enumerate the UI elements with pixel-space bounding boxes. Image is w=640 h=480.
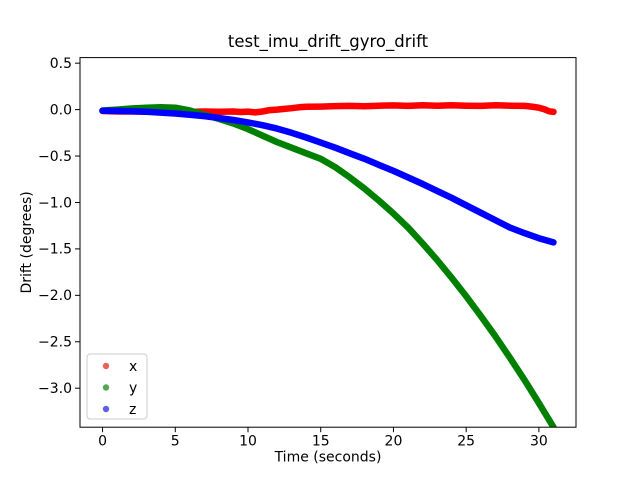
- y-axis-label: Drift (degrees): [19, 191, 35, 293]
- x-axis-label: Time (seconds): [274, 450, 382, 466]
- chart-title: test_imu_drift_gyro_drift: [228, 32, 429, 52]
- series-z-curve: [99, 107, 557, 246]
- x-tick-label: 15: [312, 434, 330, 450]
- x-tick-label: 5: [171, 434, 180, 450]
- y-tick-label: −0.5: [38, 149, 72, 165]
- x-tick-label: 10: [239, 434, 257, 450]
- y-tick-label: 0.5: [50, 56, 72, 72]
- y-tick-label: −2.5: [38, 335, 72, 351]
- plot-area-border: [79, 57, 577, 428]
- legend-label-z: z: [129, 402, 136, 418]
- x-tick-label: 30: [530, 434, 548, 450]
- y-tick-label: −1.0: [38, 195, 72, 211]
- legend-label-y: y: [129, 380, 137, 396]
- y-tick-label: −1.5: [38, 242, 72, 258]
- legend-box: [86, 353, 148, 420]
- y-tick-label: 0.0: [50, 102, 72, 118]
- x-tick-label: 0: [98, 434, 107, 450]
- y-tick-label: −3.0: [38, 381, 72, 397]
- y-tick-label: −2.0: [38, 288, 72, 304]
- legend-marker-x: [102, 362, 110, 370]
- legend-marker-z: [102, 405, 110, 413]
- series-y-curve: [99, 104, 557, 428]
- x-tick-label: 20: [385, 434, 403, 450]
- x-tick-label: 25: [457, 434, 475, 450]
- legend-marker-y: [102, 384, 110, 391]
- legend-label-x: x: [129, 359, 137, 375]
